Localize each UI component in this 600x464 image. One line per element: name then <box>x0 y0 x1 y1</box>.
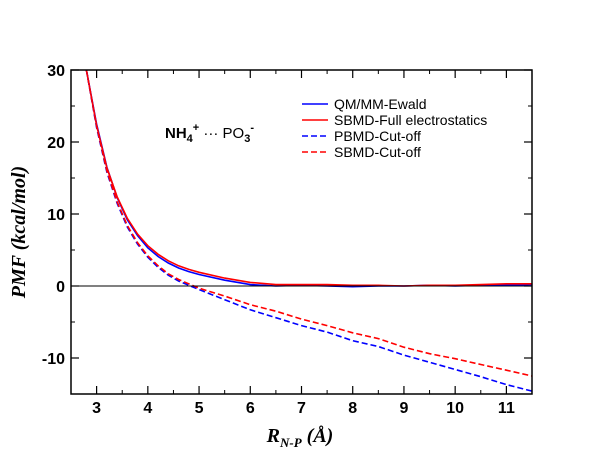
x-axis-title: RN-P (Å) <box>266 425 334 450</box>
series-line-sbmd-cut-off <box>85 70 532 377</box>
annotation-part-5: - <box>250 122 254 134</box>
x-tick-label: 6 <box>246 400 255 417</box>
y-tick-label: 20 <box>47 135 65 152</box>
y-tick-label: 10 <box>47 207 65 224</box>
x-axis-title-subscript: N-P <box>279 435 303 450</box>
x-tick-label: 5 <box>195 400 204 417</box>
x-axis-title-main: R <box>266 425 280 447</box>
y-tick-label: -10 <box>42 351 65 368</box>
tick-labels: 3 4 5 6 7 8 9 10 11 -10 0 10 20 30 <box>42 63 515 417</box>
axis-ticks <box>70 69 533 395</box>
series-line-qm-mm-ewald <box>85 70 532 288</box>
series-line-sbmd-full-electrostatics <box>85 70 532 287</box>
annotation-part-1: 4 <box>187 133 194 145</box>
legend-label: SBMD-Full electrostatics <box>334 112 487 128</box>
y-axis-title: PMF (kcal/mol) <box>8 166 30 299</box>
annotation-part-4: 3 <box>244 133 250 145</box>
legend-label: QM/MM-Ewald <box>334 96 427 112</box>
legend-label: SBMD-Cut-off <box>334 144 421 160</box>
x-tick-label: 10 <box>446 400 464 417</box>
x-tick-label: 4 <box>143 400 152 417</box>
annotation-part-0: NH <box>165 125 187 142</box>
x-axis-title-unit: (Å) <box>302 425 334 447</box>
x-tick-label: 8 <box>348 400 357 417</box>
ion-pair-annotation: NH4+ ··· PO3- <box>165 122 254 145</box>
annotation-part-3: ··· PO <box>199 125 244 142</box>
x-tick-label: 9 <box>399 400 408 417</box>
y-tick-label: 0 <box>56 279 65 296</box>
x-tick-label: 11 <box>498 400 515 417</box>
annotation-part-2: + <box>193 122 199 134</box>
x-tick-label: 7 <box>297 400 306 417</box>
legend-label: PBMD-Cut-off <box>334 128 421 144</box>
y-tick-label: 30 <box>47 63 65 80</box>
x-tick-label: 3 <box>92 400 101 417</box>
series-lines <box>85 70 532 392</box>
